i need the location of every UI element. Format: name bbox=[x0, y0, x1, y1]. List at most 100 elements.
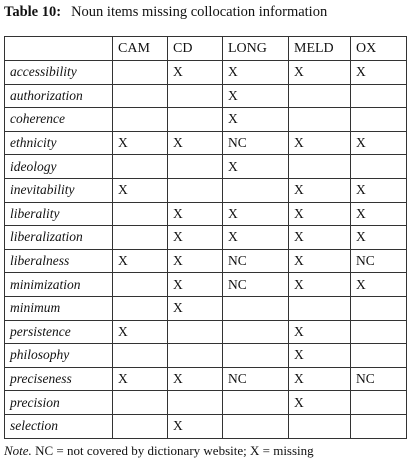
table-cell bbox=[222, 295, 289, 321]
table-row: ideology X bbox=[4, 154, 407, 179]
table-row: liberality X X X X bbox=[4, 201, 407, 227]
table-cell: X bbox=[288, 130, 351, 156]
table-cell: NC bbox=[222, 366, 289, 392]
table-cell bbox=[288, 413, 351, 439]
table-row: inevitability X X X bbox=[4, 177, 407, 203]
table-cell bbox=[222, 343, 289, 368]
table-cell: X bbox=[167, 248, 223, 274]
table-cell bbox=[222, 413, 289, 439]
caption-text: Noun items missing collocation informati… bbox=[71, 4, 328, 20]
table-row: minimization X NC X X bbox=[4, 272, 407, 297]
row-term: liberalness bbox=[4, 248, 113, 274]
caption-label: Table 10: bbox=[4, 4, 62, 20]
note-label: Note. bbox=[4, 443, 32, 458]
table-cell: NC bbox=[350, 366, 407, 392]
table-cell: X bbox=[167, 272, 223, 297]
column-header: MELD bbox=[288, 36, 351, 61]
table-row: selection X bbox=[4, 413, 407, 439]
note-text: NC = not covered by dictionary website; … bbox=[35, 443, 314, 458]
table-row: persistence X X bbox=[4, 319, 407, 345]
table-cell bbox=[350, 107, 407, 132]
table-cell: X bbox=[222, 154, 289, 179]
table-cell: X bbox=[222, 201, 289, 227]
row-term: selection bbox=[4, 413, 113, 439]
table-row: authorization X bbox=[4, 83, 407, 109]
table-cell: X bbox=[222, 107, 289, 132]
table-row: precision X bbox=[4, 390, 407, 415]
table-cell bbox=[112, 272, 168, 297]
table-cell: X bbox=[167, 413, 223, 439]
table-cell bbox=[288, 107, 351, 132]
table-cell bbox=[112, 343, 168, 368]
table-cell bbox=[350, 390, 407, 415]
table-cell: X bbox=[350, 60, 407, 85]
row-term: liberalization bbox=[4, 225, 113, 250]
table-cell bbox=[288, 295, 351, 321]
table-cell: X bbox=[112, 130, 168, 156]
row-term: precision bbox=[4, 390, 113, 415]
table-cell bbox=[167, 343, 223, 368]
table-cell bbox=[112, 60, 168, 85]
table-cell: X bbox=[350, 225, 407, 250]
table-cell bbox=[288, 154, 351, 179]
table-cell: X bbox=[350, 272, 407, 297]
table-cell bbox=[167, 319, 223, 345]
table-cell bbox=[112, 154, 168, 179]
table-cell: X bbox=[288, 390, 351, 415]
table-cell: X bbox=[167, 60, 223, 85]
table-row: liberalness X X NC X NC bbox=[4, 248, 407, 274]
table-cell: X bbox=[288, 319, 351, 345]
table-cell bbox=[167, 390, 223, 415]
table-cell bbox=[112, 201, 168, 227]
row-term: accessibility bbox=[4, 60, 113, 85]
table-cell bbox=[350, 83, 407, 109]
table-cell bbox=[112, 107, 168, 132]
table-cell bbox=[112, 225, 168, 250]
table-cell: X bbox=[222, 83, 289, 109]
table-cell: NC bbox=[222, 248, 289, 274]
table-cell: X bbox=[350, 177, 407, 203]
table-row: ethnicity X X NC X X bbox=[4, 130, 407, 156]
table-cell: X bbox=[288, 225, 351, 250]
table-cell: X bbox=[288, 366, 351, 392]
table-cell: X bbox=[288, 201, 351, 227]
table-cell: X bbox=[222, 225, 289, 250]
column-header: CAM bbox=[112, 36, 168, 61]
row-term: liberality bbox=[4, 201, 113, 227]
corner-cell bbox=[4, 36, 113, 61]
row-term: preciseness bbox=[4, 366, 113, 392]
table-cell bbox=[112, 83, 168, 109]
row-term: persistence bbox=[4, 319, 113, 345]
row-term: authorization bbox=[4, 83, 113, 109]
table-cell: X bbox=[288, 60, 351, 85]
row-term: minimum bbox=[4, 295, 113, 321]
table-cell bbox=[167, 83, 223, 109]
header-row: CAM CD LONG MELD OX bbox=[4, 36, 407, 61]
table-cell: X bbox=[167, 130, 223, 156]
table-cell bbox=[222, 177, 289, 203]
table-cell bbox=[167, 154, 223, 179]
table-cell: X bbox=[112, 177, 168, 203]
table-cell: X bbox=[288, 177, 351, 203]
table-cell bbox=[222, 319, 289, 345]
row-term: ideology bbox=[4, 154, 113, 179]
table-cell: NC bbox=[222, 130, 289, 156]
table-cell: NC bbox=[222, 272, 289, 297]
table-row: minimum X bbox=[4, 295, 407, 321]
row-term: minimization bbox=[4, 272, 113, 297]
table-cell bbox=[112, 390, 168, 415]
table-cell bbox=[112, 413, 168, 439]
row-term: philosophy bbox=[4, 343, 113, 368]
table-cell: X bbox=[112, 366, 168, 392]
table-cell: NC bbox=[350, 248, 407, 274]
table-cell bbox=[350, 343, 407, 368]
column-header: OX bbox=[350, 36, 407, 61]
table-cell: X bbox=[288, 343, 351, 368]
table-cell: X bbox=[167, 201, 223, 227]
table-cell: X bbox=[350, 201, 407, 227]
table-cell bbox=[222, 390, 289, 415]
table-caption: Table 10: Noun items missing collocation … bbox=[4, 4, 327, 21]
